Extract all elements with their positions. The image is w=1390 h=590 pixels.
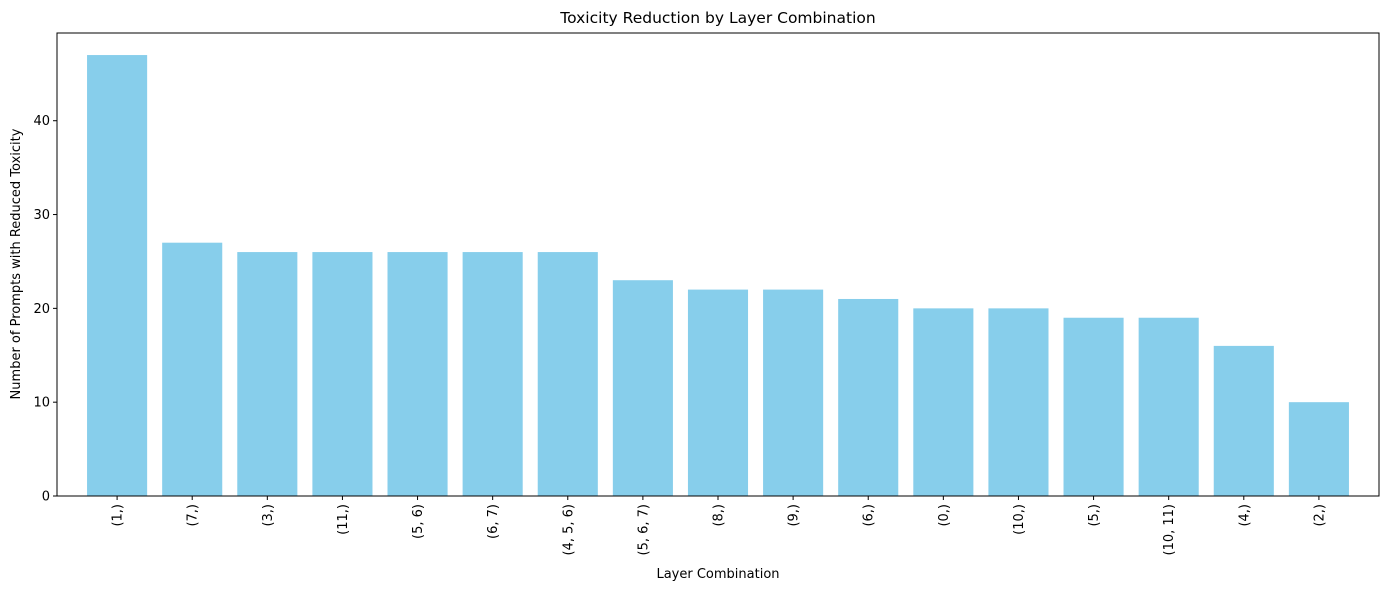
bar-4 — [387, 252, 448, 496]
x-tick-label-8: (8,) — [712, 504, 727, 527]
y-axis-title: Number of Prompts with Reduced Toxicity — [9, 128, 24, 399]
bar-14 — [1138, 317, 1199, 496]
y-tick-label-4: 40 — [33, 114, 50, 129]
bar-2 — [237, 252, 298, 496]
x-tick-label-14: (10, 11) — [1162, 504, 1177, 556]
bar-15 — [1213, 345, 1274, 496]
bar-16 — [1288, 402, 1349, 496]
x-tick-label-1: (7,) — [186, 504, 201, 527]
bar-10 — [838, 298, 899, 496]
bar-1 — [162, 242, 223, 496]
bar-12 — [988, 308, 1049, 496]
x-tick-label-5: (6, 7) — [486, 504, 501, 539]
bar-7 — [612, 280, 673, 496]
bar-8 — [687, 289, 749, 496]
bar-6 — [537, 252, 598, 496]
x-tick-label-10: (6,) — [862, 504, 877, 527]
x-tick-label-4: (5, 6) — [411, 504, 426, 539]
x-tick-label-6: (4, 5, 6) — [561, 504, 576, 556]
y-tick-label-3: 30 — [33, 208, 50, 223]
bar-9 — [763, 289, 824, 496]
y-axis: 0 10 20 30 40 — [33, 114, 57, 505]
x-tick-label-12: (10,) — [1012, 504, 1027, 535]
x-tick-label-11: (0,) — [937, 504, 952, 527]
bar-5 — [462, 252, 523, 496]
x-tick-label-16: (2,) — [1312, 504, 1327, 527]
bar-0 — [87, 55, 148, 497]
x-tick-label-3: (11,) — [336, 504, 351, 535]
plot-frame — [56, 32, 1380, 497]
y-tick-label-0: 0 — [42, 490, 50, 505]
bar-13 — [1063, 317, 1124, 496]
x-tick-label-9: (9,) — [787, 504, 802, 527]
x-axis: (1,) (7,) (3,) (11,) (5, 6) (6, 7) (4, 5, 6) (5… — [111, 496, 1327, 556]
bar-3 — [312, 252, 373, 496]
chart-title: Toxicity Reduction by Layer Combination — [559, 9, 875, 27]
x-axis-title: Layer Combination — [656, 567, 779, 582]
x-tick-label-13: (5,) — [1087, 504, 1102, 527]
x-tick-label-15: (4,) — [1237, 504, 1252, 527]
x-tick-label-2: (3,) — [261, 504, 276, 527]
x-tick-label-7: (5, 6, 7) — [636, 504, 651, 556]
x-tick-label-0: (1,) — [111, 504, 126, 527]
y-tick-label-2: 20 — [33, 302, 50, 317]
y-tick-label-1: 10 — [33, 396, 50, 411]
bars-group — [87, 55, 1349, 497]
bar-11 — [913, 308, 974, 496]
